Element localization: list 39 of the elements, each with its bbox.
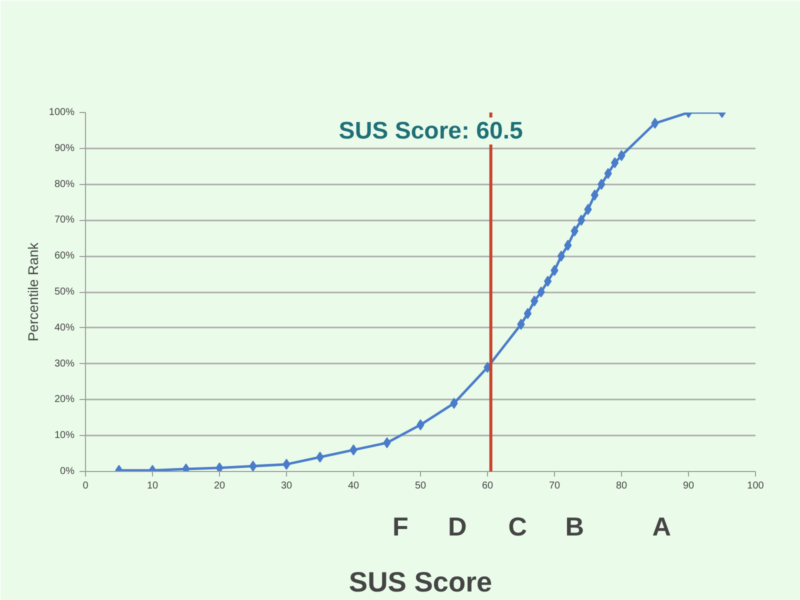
text: B — [565, 512, 584, 542]
x-tick-label: 50 — [414, 480, 426, 492]
text: A — [652, 512, 672, 542]
text: C — [508, 512, 528, 542]
ref-line-label: SUS Score: 60.5 — [338, 118, 523, 144]
point — [544, 276, 552, 287]
point — [537, 286, 545, 298]
point — [524, 308, 532, 320]
x-axis-title: SUS Score — [348, 566, 492, 598]
point — [610, 157, 619, 168]
point — [577, 214, 586, 226]
text: F — [392, 512, 408, 542]
text: D — [448, 512, 467, 542]
y-tick-label: 30% — [54, 358, 75, 370]
point — [216, 462, 224, 472]
y-tick-label: 0% — [60, 466, 75, 477]
x-tick-label: 70 — [548, 480, 560, 492]
x-tick-label: 30 — [280, 480, 292, 492]
x-tick-label: 60 — [482, 480, 494, 492]
point — [557, 250, 566, 262]
x-tick-label: 20 — [214, 480, 226, 492]
y-tick-label: 40% — [54, 322, 75, 334]
y-tick-label: 100% — [48, 107, 75, 118]
y-tick-label: 60% — [54, 250, 75, 262]
y-tick-label: 80% — [54, 178, 75, 190]
y-axis-title: Percentile Rank — [24, 242, 41, 342]
x-tick-label: 40 — [348, 480, 360, 492]
x-tick-label: 80 — [616, 480, 628, 492]
y-tick-label: 70% — [54, 214, 75, 226]
x-tick-label: 100 — [747, 480, 764, 492]
y-tick-label: 10% — [54, 430, 75, 442]
y-tick-label: 90% — [54, 142, 75, 154]
x-tick-label: 0 — [82, 480, 89, 492]
point — [590, 190, 599, 201]
point — [249, 460, 257, 472]
x-tick-label: 10 — [146, 480, 158, 492]
y-tick-label: 20% — [54, 394, 75, 406]
x-tick-label: 90 — [682, 480, 694, 492]
y-tick-label: 50% — [54, 286, 75, 298]
